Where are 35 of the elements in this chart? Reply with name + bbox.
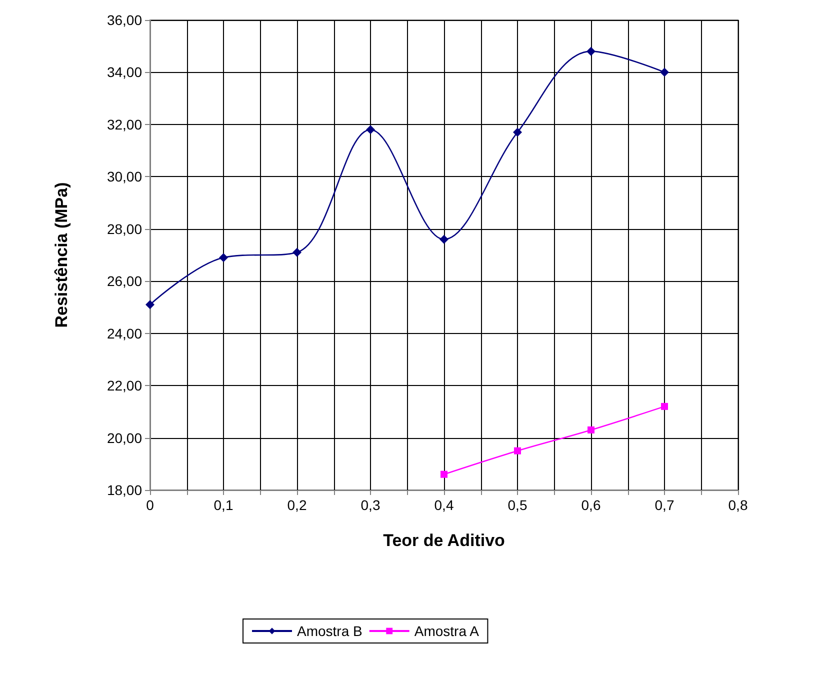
point	[146, 300, 154, 310]
x-tick-label: 0,5	[508, 497, 528, 513]
legend-label: Amostra A	[414, 623, 480, 639]
point	[661, 402, 668, 410]
x-axis-title: Teor de Aditivo	[383, 531, 505, 550]
point	[219, 253, 228, 262]
x-tick-label: 0,1	[214, 497, 234, 513]
x-tick-label: 0,6	[581, 497, 601, 513]
point	[514, 447, 521, 454]
point	[366, 125, 375, 134]
point	[292, 248, 302, 257]
y-tick-label: 20,00	[106, 430, 142, 446]
y-tick-label: 28,00	[106, 220, 142, 237]
point	[588, 426, 594, 434]
point	[586, 46, 596, 56]
x-tick-label: 0,3	[360, 497, 380, 513]
point	[660, 68, 669, 77]
y-tick-label: 24,00	[106, 325, 142, 342]
legend-label: Amostra B	[297, 623, 362, 639]
x-tick-label: 0	[146, 497, 154, 513]
y-tick-label: 34,00	[106, 64, 142, 80]
y-tick-label: 18,00	[106, 482, 142, 498]
x-tick-label: 0,2	[287, 497, 307, 513]
x-tick-label: 0,4	[434, 497, 454, 513]
x-tick-label: 0,7	[654, 497, 674, 513]
y-tick-label: 30,00	[106, 168, 142, 185]
y-tick-label: 36,00	[106, 12, 142, 28]
point	[440, 470, 448, 478]
y-tick-label: 22,00	[106, 378, 142, 394]
y-axis-title: Resistência (MPa)	[52, 182, 71, 328]
point	[513, 128, 522, 137]
x-tick-label: 0,8	[728, 497, 748, 513]
y-tick-label: 32,00	[106, 116, 142, 132]
point	[440, 234, 448, 244]
y-tick-label: 26,00	[106, 273, 142, 290]
